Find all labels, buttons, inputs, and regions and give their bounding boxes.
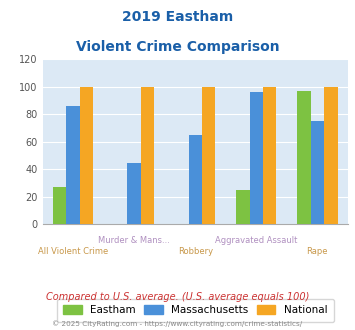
- Bar: [53, 187, 66, 224]
- Bar: [263, 87, 277, 224]
- Text: Robbery: Robbery: [178, 247, 213, 256]
- Bar: [324, 87, 338, 224]
- Text: All Violent Crime: All Violent Crime: [38, 247, 108, 256]
- Bar: [236, 190, 250, 224]
- Text: Murder & Mans...: Murder & Mans...: [98, 236, 170, 245]
- Bar: [311, 121, 324, 224]
- Bar: [297, 91, 311, 224]
- Bar: [189, 135, 202, 224]
- Legend: Eastham, Massachusetts, National: Eastham, Massachusetts, National: [57, 299, 334, 322]
- Text: 2019 Eastham: 2019 Eastham: [122, 10, 233, 24]
- Text: Compared to U.S. average. (U.S. average equals 100): Compared to U.S. average. (U.S. average …: [46, 292, 309, 302]
- Bar: [141, 87, 154, 224]
- Bar: [202, 87, 215, 224]
- Text: Violent Crime Comparison: Violent Crime Comparison: [76, 40, 279, 53]
- Bar: [66, 106, 80, 224]
- Bar: [80, 87, 93, 224]
- Bar: [250, 92, 263, 224]
- Text: © 2025 CityRating.com - https://www.cityrating.com/crime-statistics/: © 2025 CityRating.com - https://www.city…: [53, 320, 302, 327]
- Text: Aggravated Assault: Aggravated Assault: [215, 236, 297, 245]
- Bar: [127, 162, 141, 224]
- Text: Rape: Rape: [307, 247, 328, 256]
